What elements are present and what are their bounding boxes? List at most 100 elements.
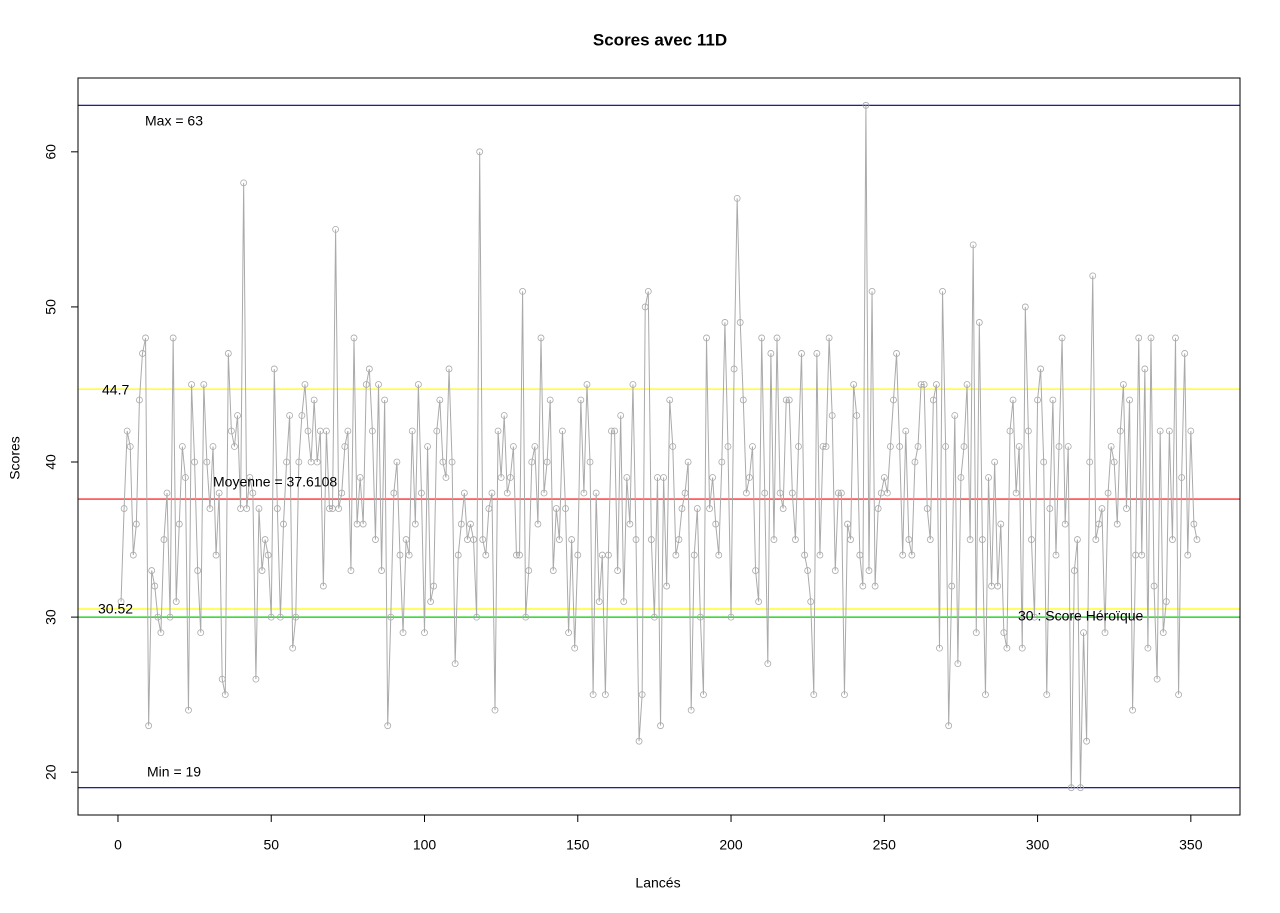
score-point	[739, 396, 747, 404]
score-point	[1028, 536, 1035, 543]
score-point	[258, 567, 266, 574]
score-point	[936, 644, 943, 652]
score-point	[1126, 396, 1133, 404]
score-point	[516, 551, 523, 559]
score-point	[562, 505, 569, 512]
score-point	[1080, 629, 1087, 637]
score-point	[200, 381, 208, 388]
score-point	[123, 427, 131, 435]
score-point	[899, 551, 907, 559]
score-point	[467, 520, 474, 528]
score-point	[724, 443, 732, 450]
score-point	[1147, 334, 1155, 342]
score-point	[310, 396, 318, 404]
score-point	[206, 505, 214, 512]
score-point	[865, 567, 873, 574]
score-point	[1061, 520, 1069, 528]
score-point	[1006, 427, 1014, 435]
score-point	[644, 288, 652, 295]
score-point	[1064, 443, 1072, 450]
score-point	[519, 288, 526, 295]
score-point	[231, 443, 238, 450]
score-point	[792, 536, 799, 543]
score-point	[982, 691, 989, 699]
score-point	[375, 381, 382, 388]
score-point	[819, 443, 827, 450]
score-point	[972, 629, 980, 637]
score-point	[218, 675, 226, 683]
score-point	[825, 334, 833, 342]
score-point	[690, 551, 698, 559]
score-point	[356, 474, 364, 481]
score-point	[847, 536, 854, 543]
score-point	[963, 381, 971, 388]
score-point	[246, 474, 254, 481]
score-point	[850, 381, 858, 388]
score-point	[758, 334, 766, 342]
score-point	[243, 505, 251, 512]
x-tick-label: 150	[566, 837, 590, 853]
score-point	[191, 458, 199, 466]
score-point	[883, 489, 891, 497]
score-point	[503, 489, 511, 497]
score-point	[436, 396, 444, 404]
score-point	[488, 489, 496, 497]
score-point	[727, 613, 735, 621]
score-point	[169, 334, 177, 342]
score-point	[534, 520, 542, 528]
score-point	[905, 536, 913, 543]
score-point	[277, 613, 284, 621]
score-point	[411, 520, 419, 528]
score-point	[755, 598, 763, 605]
score-point	[166, 613, 174, 621]
score-point	[163, 489, 171, 497]
score-point	[433, 427, 441, 435]
score-point	[160, 536, 168, 543]
score-point	[580, 489, 588, 497]
reference-label: Min = 19	[147, 764, 201, 780]
score-point	[341, 443, 349, 450]
score-point	[764, 660, 772, 668]
score-point	[1101, 629, 1109, 637]
score-point	[1058, 334, 1066, 342]
score-point	[384, 722, 392, 730]
x-tick-label: 50	[263, 837, 279, 853]
score-point	[706, 505, 713, 512]
score-point	[1034, 396, 1041, 404]
y-tick-label: 60	[43, 144, 59, 160]
score-point	[224, 350, 232, 357]
score-point	[194, 567, 202, 574]
score-point	[451, 660, 459, 668]
score-point	[951, 412, 959, 419]
score-point	[1031, 613, 1038, 621]
score-point	[525, 567, 533, 574]
score-point	[994, 582, 1002, 590]
score-point	[1153, 675, 1161, 683]
score-point	[868, 288, 876, 295]
score-point	[589, 691, 597, 699]
score-point	[1098, 505, 1106, 512]
score-point	[540, 489, 548, 497]
score-point	[264, 551, 272, 559]
score-point	[611, 427, 618, 435]
score-point	[733, 194, 741, 202]
score-point	[414, 381, 422, 388]
score-point	[509, 443, 517, 450]
score-point	[1083, 737, 1091, 745]
score-point	[323, 427, 330, 435]
score-point	[712, 520, 720, 528]
score-point	[813, 350, 821, 357]
score-point	[678, 505, 686, 512]
score-point	[255, 505, 263, 512]
score-point	[890, 396, 897, 404]
score-point	[577, 396, 585, 404]
score-point	[454, 551, 462, 559]
y-tick-label: 30	[43, 609, 59, 625]
score-point	[623, 474, 631, 481]
score-point	[178, 443, 186, 450]
score-point	[605, 551, 612, 559]
score-point	[592, 489, 600, 497]
score-point	[457, 520, 465, 528]
score-point	[559, 427, 566, 435]
reference-label: 30 : Score Héroïque	[1018, 608, 1144, 624]
